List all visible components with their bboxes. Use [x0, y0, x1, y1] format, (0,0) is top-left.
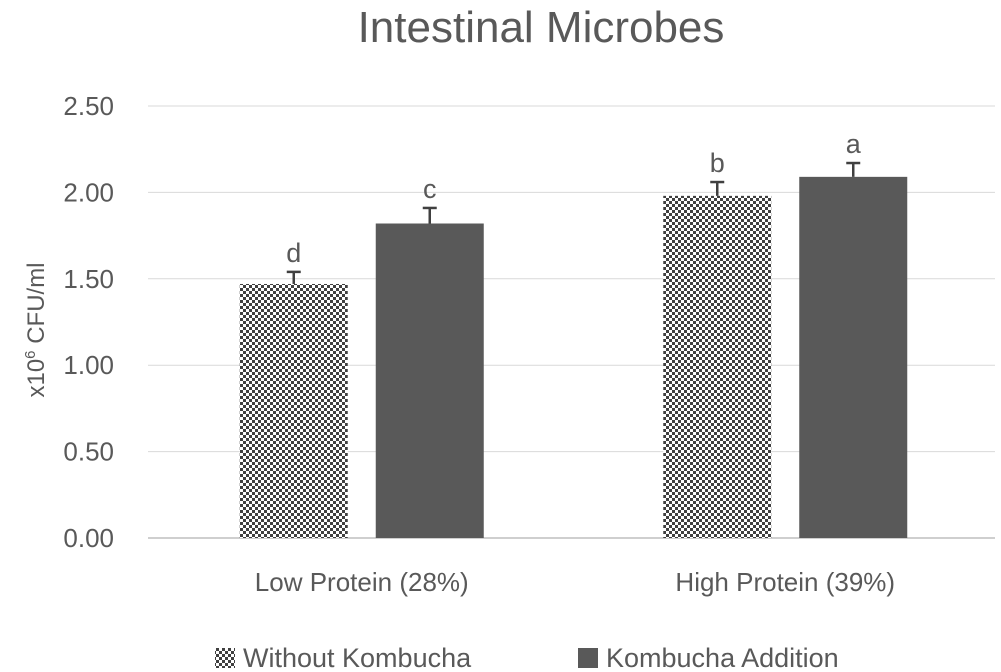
bar [663, 195, 772, 538]
significance-letter: c [423, 174, 437, 204]
bars: d c b a [239, 129, 908, 538]
significance-letter: b [710, 148, 725, 178]
x-axis-ticks: Low Protein (28%) High Protein (39%) [255, 567, 895, 597]
y-tick-label: 1.50 [63, 264, 114, 294]
y-axis-ticks: 0.00 0.50 1.00 1.50 2.00 2.50 [63, 91, 114, 553]
bar [799, 176, 908, 538]
y-tick-label: 0.50 [63, 437, 114, 467]
y-tick-label: 0.00 [63, 523, 114, 553]
y-tick-label: 2.00 [63, 177, 114, 207]
legend: Without Kombucha Kombucha Addition [215, 643, 839, 672]
y-axis-label: x106 CFU/ml [22, 262, 50, 397]
bar [375, 223, 484, 538]
x-tick-label: High Protein (39%) [675, 567, 895, 597]
legend-swatch-without-kombucha [215, 648, 235, 668]
x-tick-label: Low Protein (28%) [255, 567, 469, 597]
bar [239, 283, 348, 538]
legend-label-without-kombucha: Without Kombucha [243, 643, 472, 672]
legend-label-kombucha-addition: Kombucha Addition [606, 643, 839, 672]
y-tick-label: 1.00 [63, 350, 114, 380]
significance-letter: a [846, 129, 862, 159]
legend-swatch-kombucha-addition [578, 648, 598, 668]
significance-letter: d [286, 238, 301, 268]
chart-title: Intestinal Microbes [358, 3, 725, 52]
y-tick-label: 2.50 [63, 91, 114, 121]
